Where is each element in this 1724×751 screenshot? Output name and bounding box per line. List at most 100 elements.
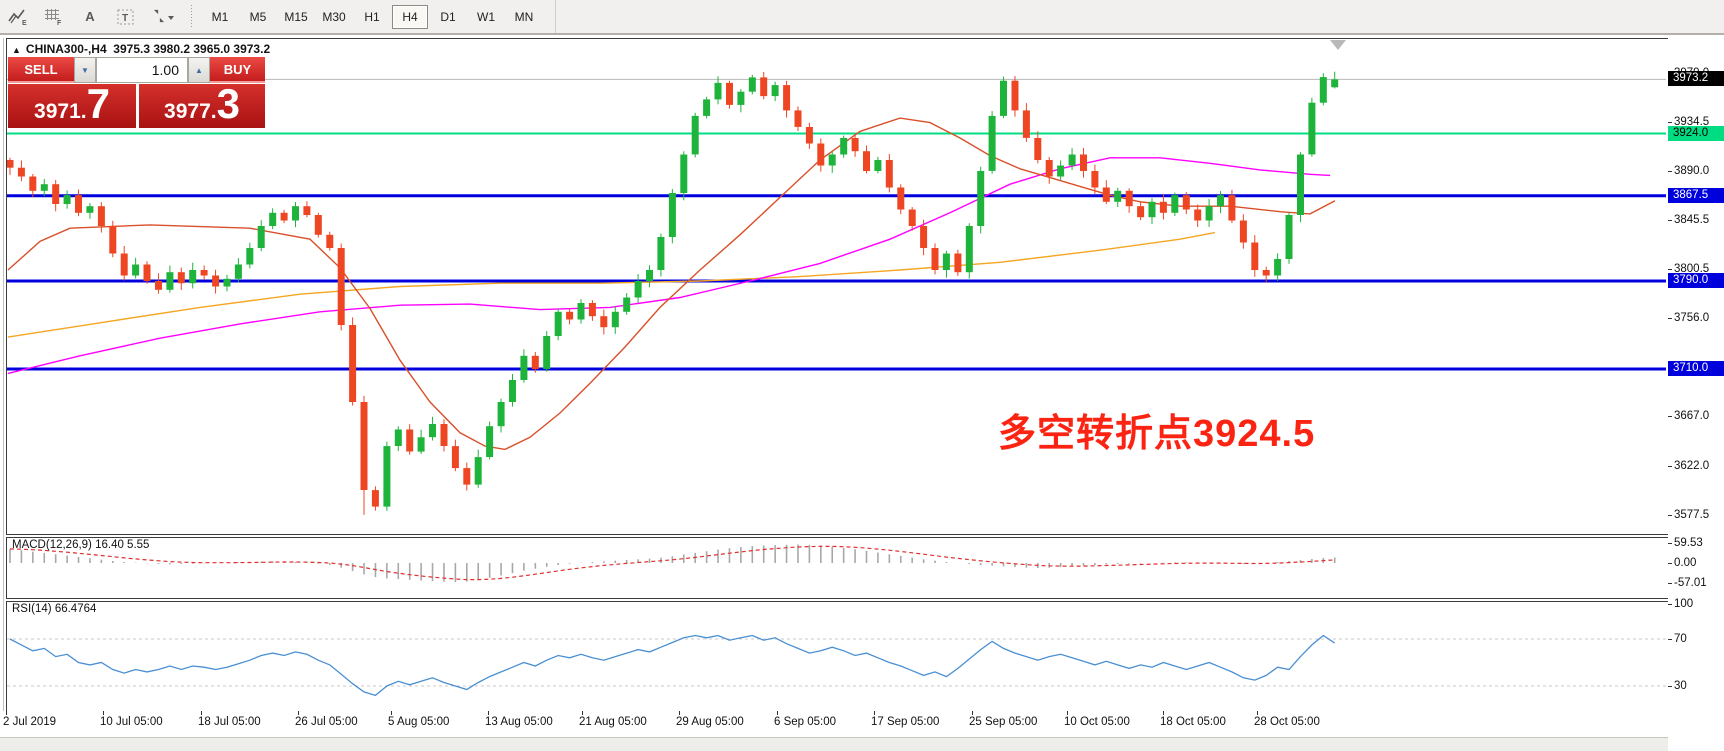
candle-body	[200, 270, 208, 276]
candle-body	[965, 226, 973, 273]
date-tick	[201, 711, 202, 715]
chart-toolbar: E F A T M1 M5 M15 M30 H1 H4 D1 W1 MN	[0, 0, 1724, 35]
time-axis[interactable]: 2 Jul 2019 10 Jul 05:00 18 Jul 05:00 26 Jul…	[0, 711, 1724, 737]
date-tick-label: 13 Aug 05:00	[485, 716, 553, 728]
candle-body	[40, 184, 48, 191]
arrange-arrows-icon[interactable]	[146, 4, 178, 30]
macd-label: MACD(12,26,9) 16.40 5.55	[12, 539, 150, 551]
volume-increase-button[interactable]: ▲	[188, 57, 210, 83]
chart-title: ▲ CHINA300-,H4 3975.3 3980.2 3965.0 3973.…	[12, 42, 270, 56]
candle-body	[646, 270, 653, 281]
candle-body	[223, 278, 231, 287]
timeframe-button-d1[interactable]: D1	[440, 9, 456, 24]
axis-tick	[1668, 466, 1672, 467]
candle-body	[680, 154, 688, 193]
chart-annotation-text[interactable]: 多空转折点3924.5	[998, 413, 1316, 455]
macd-canvas	[9, 544, 1336, 583]
svg-text:E: E	[22, 20, 27, 26]
date-tick-label: 5 Aug 05:00	[388, 716, 450, 728]
grid-icon[interactable]: F	[38, 4, 70, 30]
macd-axis-label: 59.53	[1674, 537, 1703, 549]
candle-body	[726, 82, 733, 105]
candle-body	[908, 209, 916, 226]
candle-body	[1080, 154, 1087, 171]
candle-body	[360, 402, 368, 490]
chart-symbol-timeframe: CHINA300-,H4	[25, 42, 107, 56]
text-label-icon[interactable]: A	[85, 9, 95, 24]
price-tick-label: 3577.5	[1674, 509, 1710, 521]
collapse-arrow-icon[interactable]: ▲	[12, 45, 21, 55]
candle-body	[897, 187, 905, 210]
candle-body	[577, 303, 585, 320]
indicators-icon[interactable]: E	[2, 4, 34, 30]
candle-body	[566, 311, 574, 320]
sell-button[interactable]: SELL	[8, 57, 74, 83]
candle-body	[189, 270, 197, 284]
candle-body	[1068, 154, 1076, 166]
candle-body	[394, 429, 402, 446]
candle-body	[97, 206, 105, 226]
candle-body	[520, 355, 528, 380]
candle-body	[942, 253, 950, 270]
candle-body	[120, 253, 128, 276]
axis-tick	[1668, 583, 1672, 584]
candle-body	[600, 316, 608, 328]
timeframe-button-m5[interactable]: M5	[249, 9, 267, 24]
toolbar-separator	[555, 0, 556, 33]
candle-body	[1171, 195, 1179, 213]
candle-body	[314, 215, 322, 235]
bottom-strip	[0, 737, 1724, 751]
candle-body	[668, 193, 676, 237]
macd-pane[interactable]	[6, 537, 1669, 599]
candle-body	[177, 272, 185, 284]
candle-body	[371, 490, 379, 507]
candle-body	[714, 82, 722, 100]
axis-tick	[1668, 122, 1672, 123]
sell-price-pip: 7	[86, 80, 110, 127]
price-tick-label: 3845.5	[1674, 214, 1710, 226]
candle-body	[1159, 201, 1167, 213]
price-chart-pane[interactable]	[6, 38, 1669, 535]
date-tick-label: 29 Aug 05:00	[676, 716, 744, 728]
date-tick	[1067, 711, 1068, 715]
sell-price-box[interactable]: 3971. 7	[8, 80, 136, 128]
rsi-pane[interactable]	[6, 601, 1669, 713]
candle-body	[1045, 160, 1053, 177]
axis-tick	[1668, 515, 1672, 516]
buy-button[interactable]: BUY	[210, 57, 265, 83]
buy-price-box[interactable]: 3977. 3	[139, 83, 265, 128]
timeframe-button-h4[interactable]: H4	[392, 4, 428, 29]
macd-axis-label: -57.01	[1674, 577, 1707, 589]
volume-decrease-button[interactable]: ▼	[74, 57, 96, 83]
level-price-badge: 3790.0	[1668, 273, 1724, 288]
timeframe-button-m1[interactable]: M1	[211, 9, 229, 24]
candle-body	[1217, 195, 1224, 207]
text-box-icon[interactable]: T	[110, 4, 142, 30]
level-price-badge: 3924.0	[1668, 126, 1724, 141]
sell-price-dot: .	[80, 100, 87, 123]
date-tick-label: 10 Oct 05:00	[1064, 716, 1130, 728]
date-tick-label: 10 Jul 05:00	[100, 716, 163, 728]
volume-input[interactable]	[96, 57, 188, 83]
rsi-label: RSI(14) 66.4764	[12, 603, 97, 615]
timeframe-button-m30[interactable]: M30	[322, 9, 346, 24]
timeframe-button-mn[interactable]: MN	[514, 9, 534, 24]
price-tick-label: 3756.0	[1674, 312, 1710, 324]
chart-shift-marker-icon[interactable]	[1330, 40, 1346, 50]
timeframe-button-w1[interactable]: W1	[477, 9, 495, 24]
buy-button-label: BUY	[223, 61, 252, 77]
candle-body	[326, 234, 334, 248]
candle-body	[1285, 215, 1293, 259]
candle-body	[29, 176, 37, 191]
ma-magenta-line	[7, 157, 1331, 375]
timeframe-button-h1[interactable]: H1	[364, 9, 380, 24]
date-tick-label: 25 Sep 05:00	[969, 716, 1038, 728]
axis-tick	[1668, 171, 1672, 172]
candle-body	[280, 212, 288, 221]
candle-body	[748, 77, 756, 92]
candle-body	[931, 248, 939, 270]
timeframe-button-m15[interactable]: M15	[284, 9, 308, 24]
candle-body	[406, 429, 414, 452]
price-axis[interactable]: 3979.03934.53890.03845.53800.53756.03667…	[1668, 0, 1724, 751]
svg-text:F: F	[57, 20, 62, 26]
